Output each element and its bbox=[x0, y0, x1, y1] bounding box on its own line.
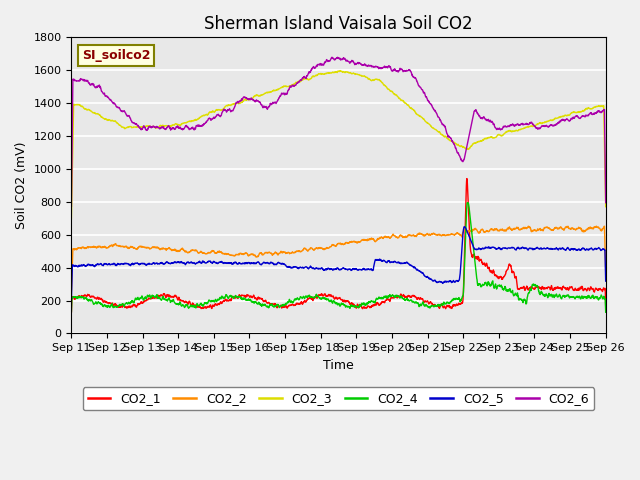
CO2_3 bbox=[555, 114, 563, 120]
CO2_1 bbox=[354, 302, 362, 308]
CO2_3 bbox=[602, 204, 609, 210]
CO2_2 bbox=[602, 268, 609, 274]
CO2_3 bbox=[494, 132, 502, 138]
CO2_4 bbox=[365, 299, 373, 305]
Line: CO2_2: CO2_2 bbox=[72, 226, 605, 291]
CO2_1 bbox=[602, 303, 609, 309]
CO2_3 bbox=[366, 76, 374, 82]
CO2_2 bbox=[354, 240, 362, 245]
CO2_3 bbox=[570, 109, 577, 115]
CO2_1 bbox=[365, 304, 373, 310]
CO2_6 bbox=[216, 114, 224, 120]
CO2_6 bbox=[555, 119, 563, 125]
CO2_6 bbox=[366, 63, 374, 69]
CO2_3 bbox=[354, 72, 362, 77]
Line: CO2_5: CO2_5 bbox=[72, 227, 605, 299]
Line: CO2_4: CO2_4 bbox=[72, 203, 605, 312]
CO2_4 bbox=[555, 293, 563, 299]
CO2_5 bbox=[354, 267, 362, 273]
CO2_6 bbox=[494, 126, 502, 132]
CO2_1 bbox=[570, 287, 577, 293]
CO2_1 bbox=[68, 309, 76, 315]
CO2_5 bbox=[555, 246, 563, 252]
CO2_1 bbox=[494, 274, 502, 280]
CO2_2 bbox=[555, 226, 563, 231]
CO2_6 bbox=[570, 115, 577, 120]
CO2_1 bbox=[216, 300, 224, 305]
CO2_1 bbox=[463, 176, 470, 181]
CO2_5 bbox=[602, 278, 609, 284]
X-axis label: Time: Time bbox=[323, 359, 354, 372]
CO2_6 bbox=[354, 60, 362, 65]
CO2_6 bbox=[328, 54, 336, 60]
CO2_2 bbox=[365, 236, 373, 242]
Line: CO2_1: CO2_1 bbox=[72, 179, 605, 312]
CO2_6 bbox=[602, 200, 609, 205]
CO2_3 bbox=[68, 216, 76, 221]
CO2_1 bbox=[555, 285, 563, 290]
CO2_3 bbox=[216, 107, 224, 113]
CO2_6 bbox=[68, 204, 76, 209]
Line: CO2_3: CO2_3 bbox=[72, 71, 605, 218]
CO2_2 bbox=[216, 249, 224, 255]
CO2_5 bbox=[461, 224, 468, 229]
CO2_4 bbox=[216, 295, 224, 301]
Y-axis label: Soil CO2 (mV): Soil CO2 (mV) bbox=[15, 142, 28, 229]
Text: SI_soilco2: SI_soilco2 bbox=[82, 49, 150, 62]
CO2_2 bbox=[68, 288, 76, 294]
CO2_3 bbox=[337, 68, 344, 73]
CO2_4 bbox=[570, 294, 577, 300]
CO2_5 bbox=[68, 296, 76, 302]
CO2_4 bbox=[463, 200, 471, 205]
CO2_5 bbox=[216, 259, 224, 264]
Legend: CO2_1, CO2_2, CO2_3, CO2_4, CO2_5, CO2_6: CO2_1, CO2_2, CO2_3, CO2_4, CO2_5, CO2_6 bbox=[83, 387, 594, 410]
CO2_2 bbox=[570, 226, 577, 232]
Title: Sherman Island Vaisala Soil CO2: Sherman Island Vaisala Soil CO2 bbox=[204, 15, 473, 33]
CO2_4 bbox=[354, 303, 362, 309]
CO2_2 bbox=[600, 223, 608, 229]
CO2_4 bbox=[602, 309, 609, 315]
CO2_5 bbox=[570, 247, 577, 252]
CO2_4 bbox=[68, 309, 76, 314]
CO2_2 bbox=[493, 228, 501, 234]
Line: CO2_6: CO2_6 bbox=[72, 57, 605, 206]
CO2_4 bbox=[494, 283, 502, 289]
CO2_5 bbox=[494, 246, 502, 252]
CO2_5 bbox=[365, 267, 373, 273]
